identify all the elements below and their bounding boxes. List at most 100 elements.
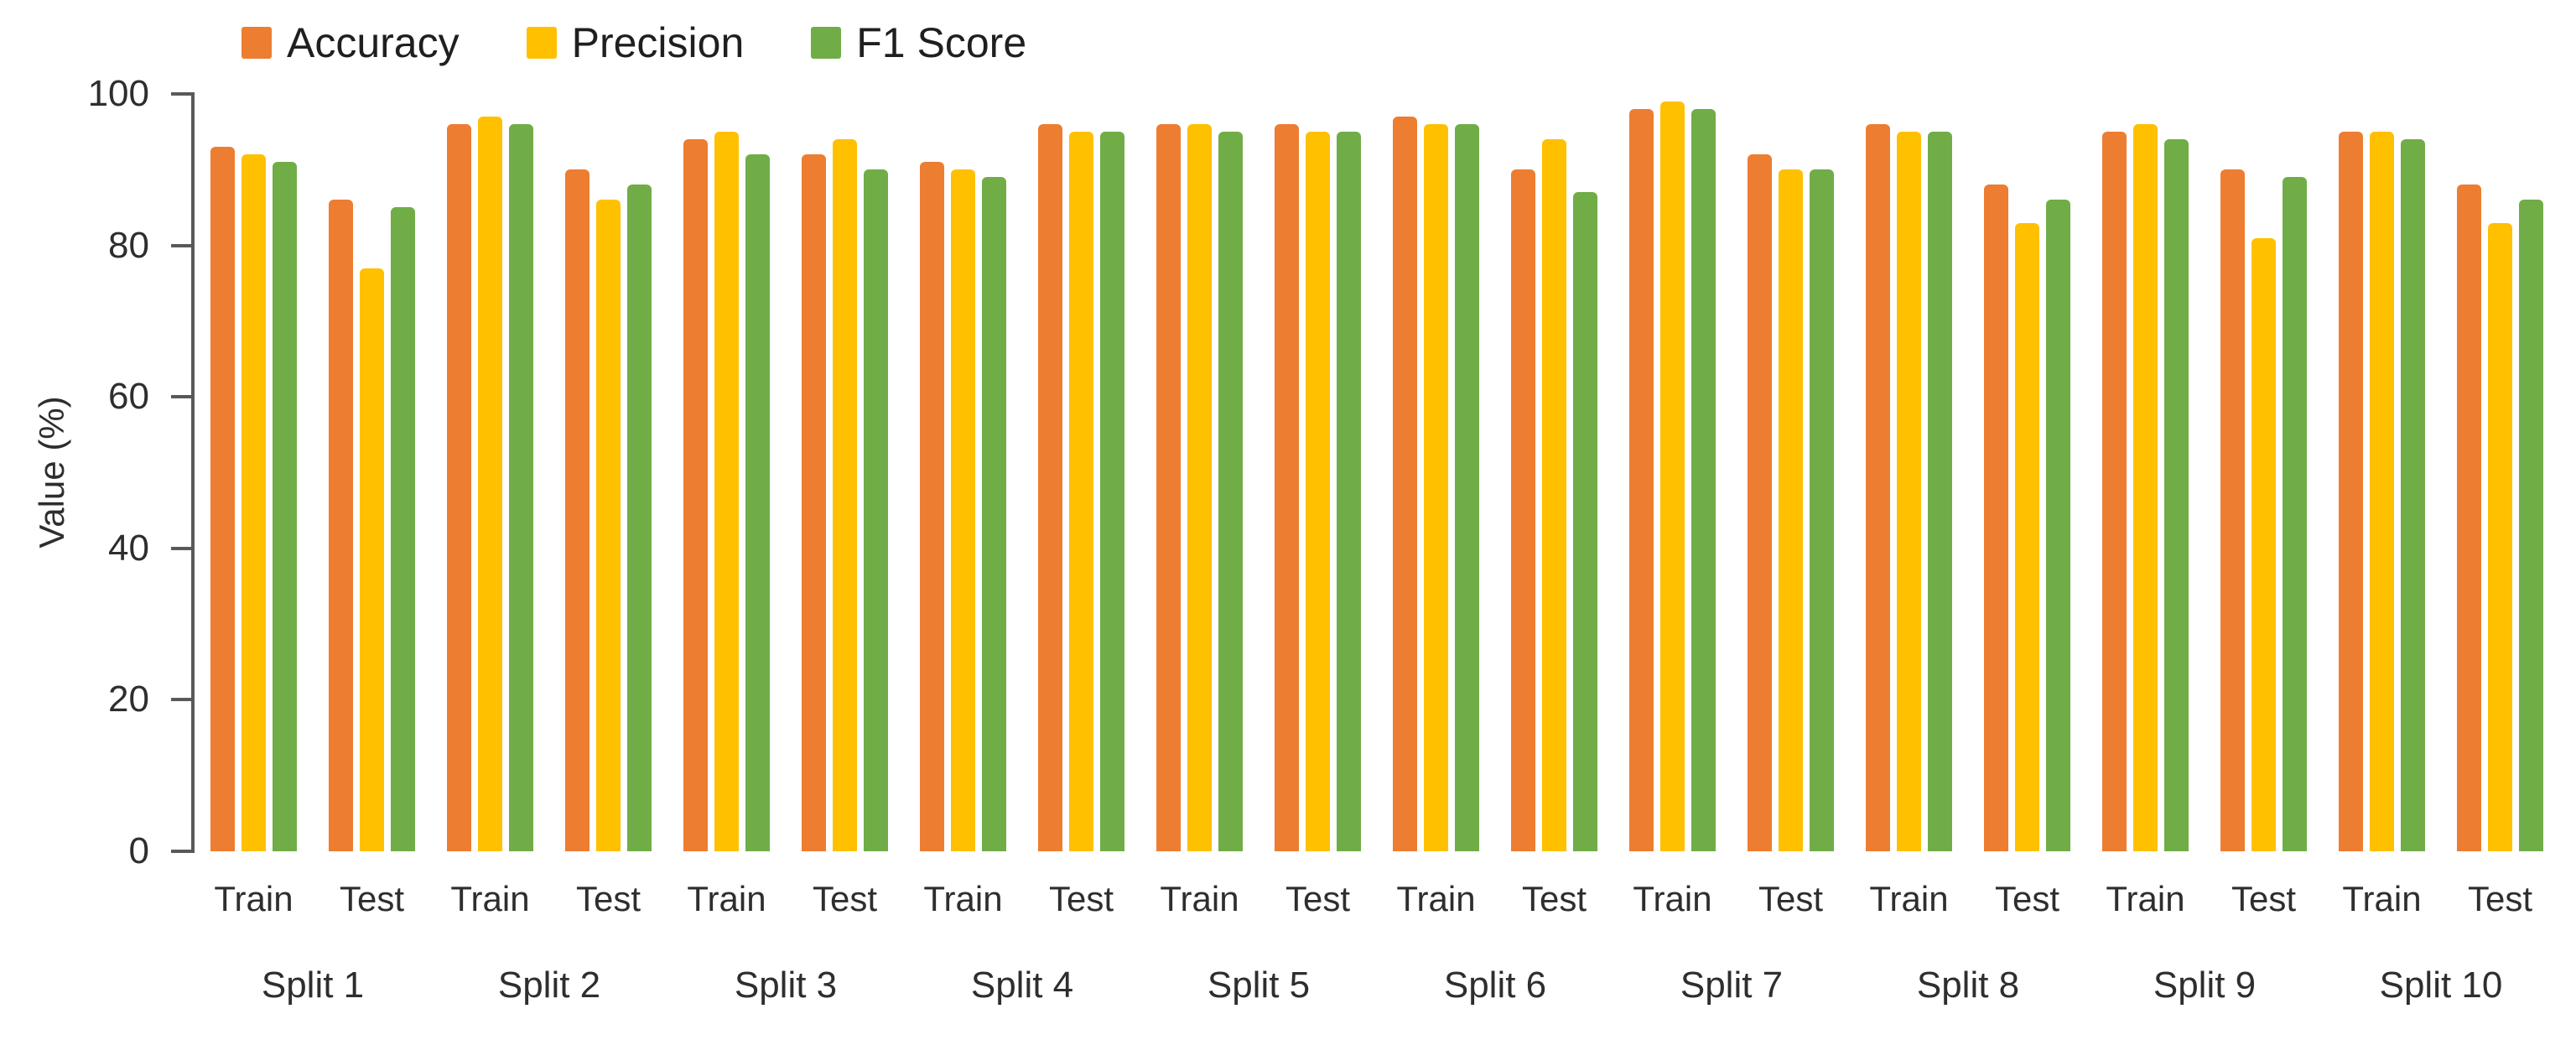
bar-f1-score-split-9-test	[2283, 177, 2307, 851]
split-column-split-3	[667, 94, 904, 851]
x-label-split-10: Split 10	[2379, 965, 2503, 1006]
chart-legend: Accuracy Precision F1 Score	[242, 22, 1026, 64]
bar-f1-score-split-5-train	[1218, 132, 1243, 851]
bar-precision-split-9-test	[2251, 237, 2276, 851]
bar-group-split-5-test	[1259, 94, 1377, 851]
x-label-split-8: Split 8	[1916, 965, 2020, 1006]
x-label-split-9: Split 9	[2153, 965, 2257, 1006]
precision-swatch-icon	[526, 27, 557, 59]
y-tick-label-80: 80	[108, 224, 149, 266]
y-tick-mark	[171, 698, 193, 702]
bar-f1-score-split-3-train	[745, 154, 770, 851]
bar-f1-score-split-1-test	[391, 207, 415, 851]
y-tick-label-60: 60	[108, 376, 149, 418]
y-axis-line	[191, 92, 195, 853]
bar-group-split-6-train	[1377, 94, 1495, 851]
bar-accuracy-split-7-train	[1629, 109, 1654, 851]
bar-precision-split-7-train	[1660, 101, 1685, 851]
bar-f1-score-split-10-test	[2519, 200, 2543, 851]
bar-accuracy-split-7-test	[1748, 154, 1772, 851]
bar-accuracy-split-5-train	[1156, 124, 1181, 851]
bar-precision-split-10-test	[2488, 222, 2512, 851]
bar-precision-split-3-test	[833, 139, 857, 851]
bar-group-split-8-test	[1968, 94, 2086, 851]
bar-f1-score-split-4-train	[982, 177, 1006, 851]
bar-precision-split-10-train	[2370, 132, 2394, 851]
bar-precision-split-2-test	[596, 200, 621, 851]
bar-f1-score-split-7-train	[1691, 109, 1716, 851]
x-label-split-5-test: Test	[1285, 879, 1351, 918]
bar-accuracy-split-8-train	[1866, 124, 1890, 851]
x-label-split-4: Split 4	[970, 965, 1074, 1006]
f1-score-swatch-icon	[811, 27, 842, 59]
x-axis-group-labels: Train Test Train Test Train Test Train Test Trai…	[195, 879, 2559, 919]
bar-accuracy-split-10-test	[2457, 185, 2481, 851]
y-tick-mark	[171, 850, 193, 853]
bar-f1-score-split-5-test	[1337, 132, 1361, 851]
x-label-split-3-test: Test	[812, 879, 878, 918]
split-column-split-1	[195, 94, 431, 851]
plot-area	[195, 94, 2559, 851]
bar-precision-split-9-train	[2133, 124, 2158, 851]
bar-precision-split-6-train	[1424, 124, 1448, 851]
bar-group-split-1-test	[313, 94, 431, 851]
bar-f1-score-split-6-test	[1573, 192, 1597, 851]
bar-group-split-2-train	[431, 94, 549, 851]
bar-accuracy-split-4-test	[1038, 124, 1062, 851]
x-label-split-1-train: Train	[214, 879, 293, 918]
legend-item-f1-score: F1 Score	[811, 22, 1026, 64]
bar-f1-score-split-7-test	[1810, 169, 1834, 851]
x-label-split-9-test: Test	[2231, 879, 2297, 918]
y-tick-label-20: 20	[108, 679, 149, 720]
bar-precision-split-5-test	[1306, 132, 1330, 851]
bar-precision-split-4-train	[951, 169, 975, 851]
x-label-split-5: Split 5	[1207, 965, 1311, 1006]
bar-precision-split-8-train	[1897, 132, 1921, 851]
x-label-split-1-test: Test	[339, 879, 405, 918]
bar-group-split-10-train	[2323, 94, 2441, 851]
bar-group-split-10-test	[2441, 94, 2559, 851]
bar-group-split-1-train	[195, 94, 313, 851]
y-tick-label-0: 0	[128, 830, 149, 871]
bar-group-split-8-train	[1850, 94, 1968, 851]
bar-group-split-3-test	[786, 94, 904, 851]
bar-accuracy-split-1-test	[329, 200, 353, 851]
bar-accuracy-split-3-train	[683, 139, 708, 851]
y-tick-mark	[171, 92, 193, 96]
bar-f1-score-split-1-train	[273, 162, 297, 851]
legend-label-accuracy: Accuracy	[287, 19, 460, 66]
y-tick-label-100: 100	[87, 73, 149, 114]
bar-accuracy-split-8-test	[1984, 185, 2008, 851]
bar-group-split-7-train	[1613, 94, 1732, 851]
bar-accuracy-split-1-train	[210, 147, 235, 851]
bar-group-split-5-train	[1140, 94, 1259, 851]
bar-accuracy-split-6-train	[1393, 117, 1417, 851]
bar-accuracy-split-5-test	[1275, 124, 1299, 851]
accuracy-swatch-icon	[242, 27, 272, 59]
bar-accuracy-split-9-test	[2220, 169, 2245, 851]
bar-accuracy-split-4-train	[920, 162, 944, 851]
bar-group-split-4-test	[1022, 94, 1140, 851]
bar-precision-split-4-test	[1069, 132, 1093, 851]
split-column-split-8	[1850, 94, 2086, 851]
legend-label-precision: Precision	[571, 19, 745, 66]
bar-precision-split-1-train	[242, 154, 266, 851]
split-column-split-6	[1377, 94, 1613, 851]
x-label-split-9-train: Train	[2106, 879, 2185, 918]
x-label-split-4-train: Train	[923, 879, 1003, 918]
x-label-split-2-train: Train	[450, 879, 530, 918]
bar-group-split-9-test	[2205, 94, 2323, 851]
bar-f1-score-split-4-test	[1100, 132, 1124, 851]
y-tick-mark	[171, 546, 193, 550]
x-label-split-5-train: Train	[1160, 879, 1239, 918]
bar-precision-split-2-train	[478, 117, 502, 851]
bar-group-split-2-test	[549, 94, 667, 851]
bar-f1-score-split-9-train	[2164, 139, 2189, 851]
legend-label-f1-score: F1 Score	[856, 19, 1027, 66]
split-column-split-2	[431, 94, 667, 851]
split-column-split-10	[2323, 94, 2559, 851]
bar-accuracy-split-9-train	[2102, 132, 2127, 851]
x-label-split-8-train: Train	[1869, 879, 1949, 918]
legend-item-accuracy: Accuracy	[242, 22, 460, 64]
